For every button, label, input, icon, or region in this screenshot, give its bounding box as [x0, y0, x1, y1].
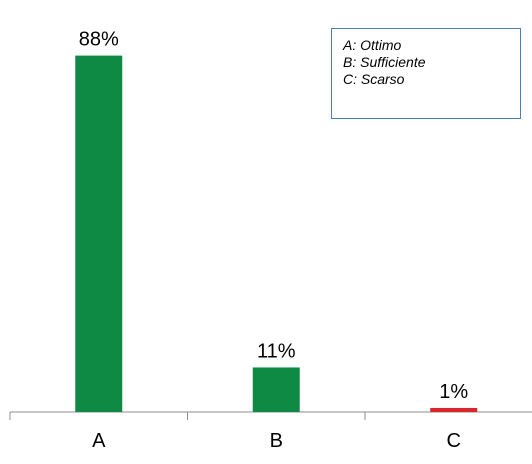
- bar-c: [430, 407, 478, 412]
- data-label-b: 11%: [257, 340, 296, 362]
- legend-box: A: Ottimo B: Sufficiente C: Scarso: [331, 28, 521, 119]
- category-label-b: B: [270, 430, 283, 452]
- data-label-a: 88%: [79, 29, 119, 51]
- bar-b: [252, 367, 300, 412]
- legend-item-b: B: Sufficiente: [343, 54, 426, 70]
- category-label-a: A: [92, 430, 106, 452]
- legend-item-a: A: Ottimo: [343, 37, 402, 53]
- category-label-c: C: [447, 430, 461, 452]
- data-label-c: 1%: [439, 381, 468, 403]
- bar-a: [75, 55, 123, 412]
- legend-item-c: C: Scarso: [343, 71, 405, 87]
